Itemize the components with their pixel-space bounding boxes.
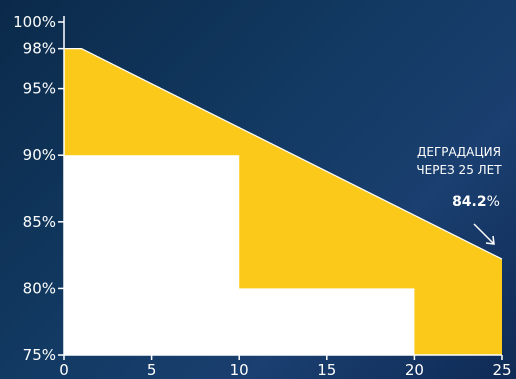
y-tick-label: 95% (23, 80, 56, 98)
axes: 100% 98% 95% 90% 85% 80% 75%0 5 10 15 20 25 (13, 13, 511, 379)
annotation-line-2: ЧЕРЕЗ 25 ЛЕТ (416, 163, 502, 177)
y-tick-label: 75% (23, 346, 56, 364)
annotation-value-number: 84.2 (452, 194, 487, 210)
plot-area (64, 48, 503, 355)
annotation: ДЕГРАДАЦИЯ ЧЕРЕЗ 25 ЛЕТ 84.2% (416, 145, 502, 245)
annotation-arrow (473, 223, 495, 245)
y-tick-label: 85% (23, 213, 56, 231)
degradation-line (64, 48, 503, 260)
x-tick-label: 0 (59, 361, 69, 379)
x-tick-label: 25 (492, 361, 511, 379)
annotation-value-unit: % (487, 194, 500, 210)
annotation-line-1: ДЕГРАДАЦИЯ (417, 145, 501, 159)
x-tick-label: 10 (230, 361, 249, 379)
annotation-value: 84.2% (452, 194, 500, 210)
x-tick-label: 5 (147, 361, 157, 379)
y-tick-label: 100% (13, 13, 56, 31)
y-tick-label: 80% (23, 279, 56, 297)
y-tick-label: 90% (23, 146, 56, 164)
x-tick-label: 15 (317, 361, 336, 379)
x-tick-label: 20 (405, 361, 424, 379)
y-tick-label: 98% (23, 40, 56, 58)
warranty-step-area (64, 155, 415, 355)
